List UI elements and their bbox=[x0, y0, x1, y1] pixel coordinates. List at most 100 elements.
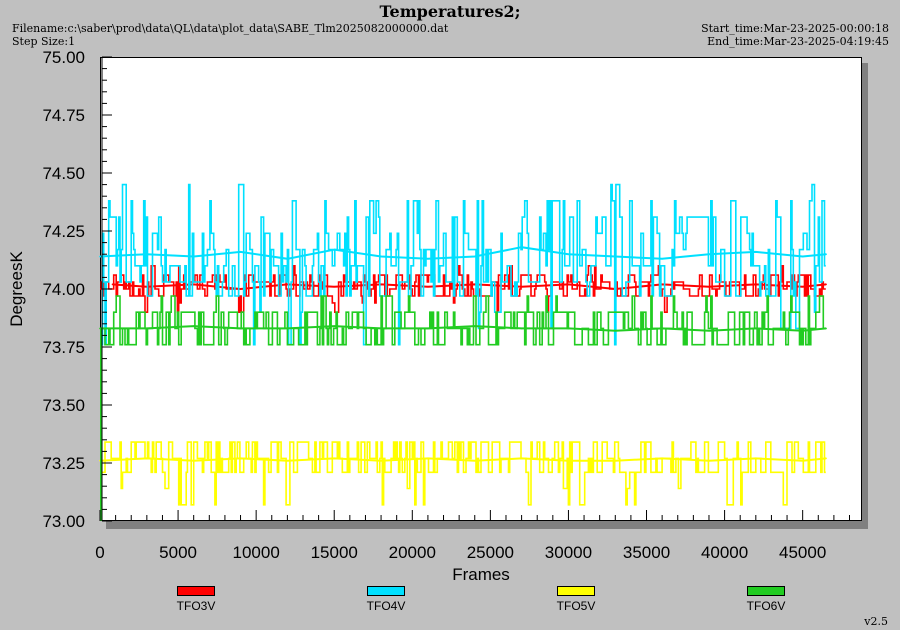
x-tick-label: 25000 bbox=[467, 543, 514, 562]
x-axis-title: Frames bbox=[452, 565, 510, 584]
data-point bbox=[239, 327, 242, 330]
version-label: v2.5 bbox=[864, 615, 888, 628]
y-tick-label: 74.25 bbox=[42, 222, 85, 241]
x-tick-label: 15000 bbox=[311, 543, 358, 562]
data-point bbox=[146, 253, 148, 255]
data-point bbox=[239, 288, 242, 290]
legend-swatch bbox=[557, 586, 595, 596]
legend-item-tfo3v: TFO3V bbox=[151, 586, 241, 613]
data-point bbox=[708, 253, 710, 255]
y-tick-label: 73.00 bbox=[42, 512, 85, 531]
data-point bbox=[567, 459, 570, 462]
data-point bbox=[825, 327, 827, 330]
data-point bbox=[333, 248, 336, 251]
data-point bbox=[825, 253, 827, 255]
data-point bbox=[614, 329, 617, 332]
end-time-text: End_time:Mar-23-2025-04:19:45 bbox=[707, 35, 889, 48]
step-size-text: Step Size:1 bbox=[12, 35, 76, 48]
x-tick-label: 40000 bbox=[701, 543, 748, 562]
data-point bbox=[192, 283, 195, 286]
data-point bbox=[661, 258, 663, 260]
data-point bbox=[146, 327, 148, 330]
x-tick-label: 45000 bbox=[779, 543, 826, 562]
x-tick-label: 35000 bbox=[623, 543, 670, 562]
data-point bbox=[146, 457, 148, 460]
data-point bbox=[427, 457, 429, 460]
data-point bbox=[333, 285, 336, 288]
data-point bbox=[333, 457, 336, 460]
data-point bbox=[286, 327, 289, 330]
legend-label: TFO6V bbox=[746, 599, 786, 613]
data-point bbox=[567, 283, 570, 286]
legend-swatch bbox=[177, 586, 215, 596]
series-trace bbox=[100, 265, 826, 313]
series-tfo5v bbox=[99, 441, 827, 506]
data-point bbox=[567, 327, 570, 330]
axis-layer: 73.00 73.25 73.50 73.75 74.00 74.25 74.50 74.75… bbox=[42, 48, 851, 562]
data-point bbox=[661, 457, 663, 460]
data-point bbox=[286, 283, 289, 286]
data-point bbox=[99, 255, 101, 258]
data-point bbox=[708, 459, 710, 462]
data-point bbox=[239, 251, 242, 253]
y-tick-label: 73.50 bbox=[42, 396, 85, 415]
file-info: Filename:c:\saber\prod\data\QL\data\plot… bbox=[12, 22, 448, 48]
data-point bbox=[825, 457, 827, 460]
data-point bbox=[192, 459, 195, 462]
data-point bbox=[380, 283, 382, 286]
legend-item-tfo6v: TFO6V bbox=[721, 586, 811, 613]
y-tick-label: 74.50 bbox=[42, 164, 85, 183]
series-trace bbox=[100, 441, 826, 506]
series-trace bbox=[100, 183, 826, 346]
data-point bbox=[380, 459, 382, 462]
legend-label: TFO4V bbox=[366, 599, 406, 613]
series-tfo4v bbox=[99, 183, 827, 346]
data-point bbox=[192, 325, 195, 327]
x-tick-label: 0 bbox=[95, 543, 104, 562]
data-point bbox=[755, 251, 757, 253]
series-layer bbox=[99, 183, 827, 521]
data-point bbox=[286, 258, 289, 260]
y-axis-title: DegreesK bbox=[7, 251, 26, 327]
x-tick-label: 5000 bbox=[159, 543, 197, 562]
data-point bbox=[427, 327, 429, 330]
data-point bbox=[614, 255, 617, 258]
data-point bbox=[801, 459, 804, 462]
time-info: Start_time:Mar-23-2025-00:00:18 End_time… bbox=[701, 22, 889, 48]
data-point bbox=[111, 283, 114, 286]
data-point bbox=[286, 459, 289, 462]
data-point bbox=[473, 283, 476, 286]
legend-item-tfo4v: TFO4V bbox=[341, 586, 431, 613]
data-point bbox=[520, 285, 523, 288]
start-time-text: Start_time:Mar-23-2025-00:00:18 bbox=[701, 22, 889, 35]
data-point bbox=[520, 457, 523, 460]
data-point bbox=[755, 283, 757, 286]
data-point bbox=[380, 255, 382, 258]
data-point bbox=[520, 327, 523, 330]
data-point bbox=[661, 283, 663, 286]
data-point bbox=[661, 327, 663, 330]
data-point bbox=[473, 459, 476, 462]
data-point bbox=[567, 253, 570, 255]
legend-swatch bbox=[367, 586, 405, 596]
series-trace bbox=[100, 295, 826, 346]
x-tick-label: 20000 bbox=[389, 543, 436, 562]
data-point bbox=[755, 457, 757, 460]
data-point bbox=[192, 255, 195, 258]
data-point bbox=[825, 283, 827, 286]
y-tick-label: 74.00 bbox=[42, 280, 85, 299]
data-point bbox=[801, 255, 804, 258]
data-point bbox=[801, 329, 804, 332]
chart-title: Temperatures2; bbox=[379, 2, 521, 21]
legend-item-tfo5v: TFO5V bbox=[531, 586, 621, 613]
data-point bbox=[473, 255, 476, 258]
data-point bbox=[801, 285, 804, 288]
y-tick-label: 73.25 bbox=[42, 454, 85, 473]
legend-label: TFO5V bbox=[556, 599, 596, 613]
series-tfo6v bbox=[99, 295, 827, 346]
data-point bbox=[708, 329, 710, 332]
data-point bbox=[427, 285, 429, 288]
data-point bbox=[520, 246, 523, 249]
data-point bbox=[427, 258, 429, 260]
legend-swatch bbox=[747, 586, 785, 596]
